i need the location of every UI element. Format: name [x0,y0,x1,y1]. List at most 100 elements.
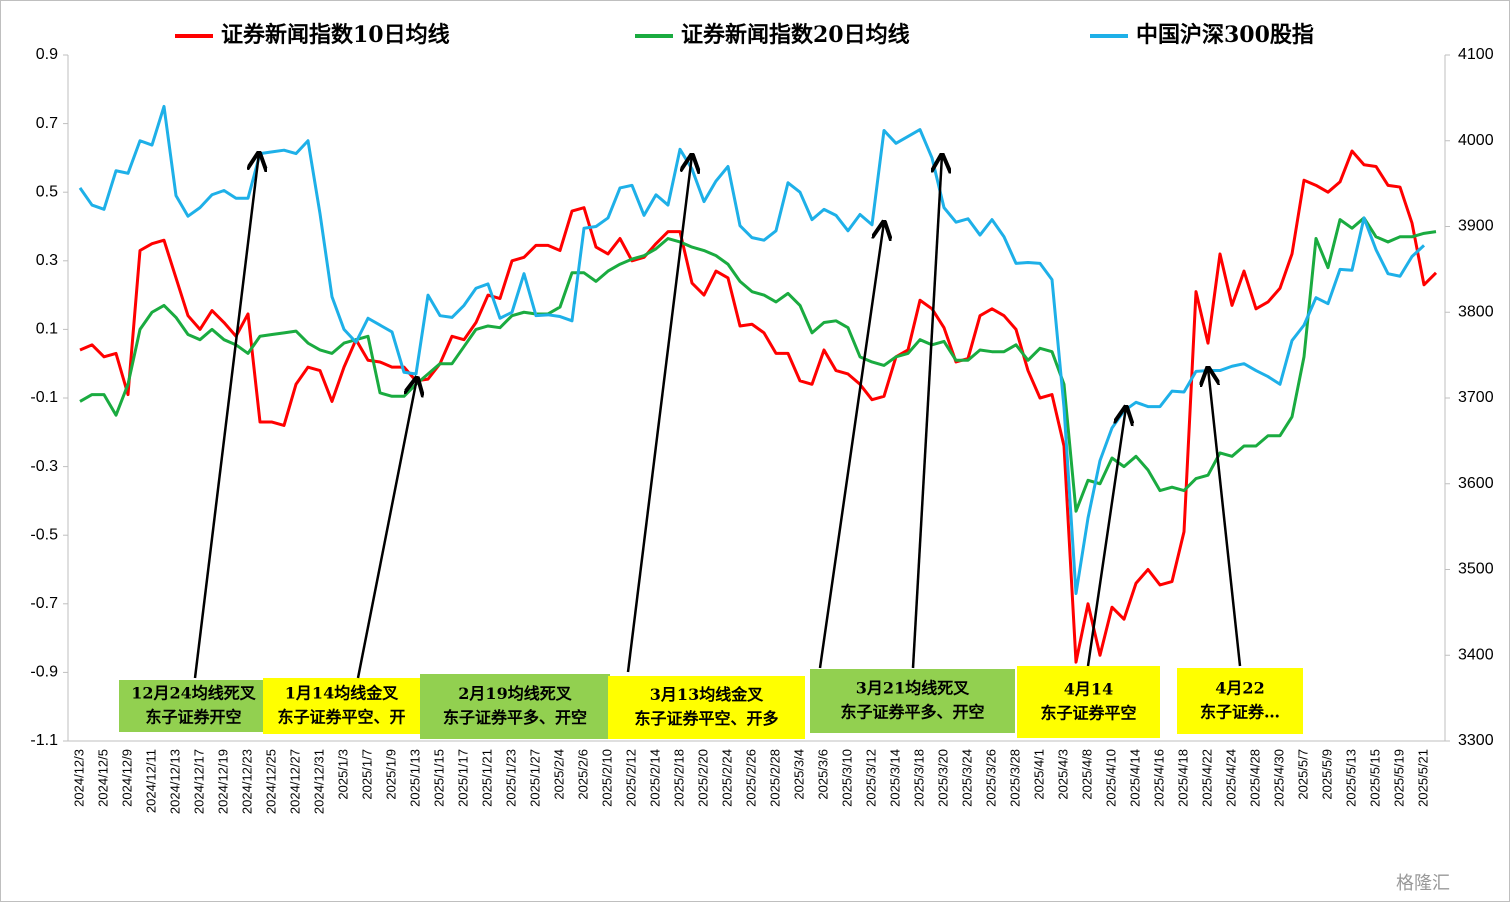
annotation: 4月22 东子证券… [1177,668,1303,734]
x-tick-label: 2025/3/20 [935,749,950,807]
annotation: 4月14 东子证券平空 [1017,666,1160,738]
legend-label: 中国沪深300股指 [1136,22,1314,48]
x-tick-label: 2025/4/1 [1031,749,1046,800]
x-tick-label: 2025/5/21 [1415,749,1430,807]
x-tick-label: 2024/12/3 [71,749,86,807]
annotation-text: 东子证券平多、开空 [443,708,587,727]
y-tick-label: -0.9 [30,664,58,681]
x-tick-label: 2024/12/13 [167,749,182,814]
y-tick-label: -0.3 [30,458,58,475]
y2-tick-label: 3400 [1458,646,1494,663]
annotation-text: 4月14 [1064,680,1113,699]
x-tick-label: 2024/12/11 [143,749,158,813]
x-tick-label: 2025/5/15 [1367,749,1382,807]
x-tick-label: 2025/3/18 [911,749,926,807]
legend-label: 证券新闻指数20日均线 [681,22,910,48]
line-series [79,216,1437,513]
x-tick-label: 2025/3/10 [839,749,854,807]
x-tick-label: 2025/1/23 [503,749,518,807]
x-tick-label: 2025/4/24 [1223,749,1238,807]
line-series [79,149,1438,664]
annotation-text: 2月19均线死叉 [458,684,572,703]
x-tick-label: 2025/1/3 [335,749,350,800]
x-tick-label: 2025/4/30 [1271,749,1286,807]
y-tick-label: 0.9 [36,46,58,63]
x-tick-label: 2025/2/10 [599,749,614,807]
annotation-text: 4月22 [1215,679,1264,698]
annotation-text: 12月24均线死叉 [131,684,257,703]
annotation-arrow [193,153,259,679]
x-tick-label: 2024/12/27 [287,749,302,814]
annotation-text: 东子证券平多、开空 [840,703,984,722]
annotation-box [1177,668,1303,734]
x-tick-label: 2025/4/28 [1247,749,1262,807]
x-tick-label: 2025/1/15 [431,749,446,807]
x-tick-label: 2024/12/19 [215,749,230,814]
y2-tick-label: 3800 [1458,303,1494,320]
x-tick-label: 2025/4/3 [1055,749,1070,800]
x-tick-label: 2025/3/6 [815,749,830,800]
x-tick-label: 2025/1/27 [527,749,542,807]
x-tick-label: 2025/4/16 [1151,749,1166,807]
x-tick-label: 2025/3/14 [887,749,902,807]
y-tick-label: -0.5 [30,526,58,543]
x-tick-label: 2025/5/7 [1295,749,1310,800]
x-tick-label: 2024/12/9 [119,749,134,807]
annotation-box [810,669,1015,733]
x-tick-label: 2025/4/22 [1199,749,1214,807]
x-tick-label: 2025/5/13 [1343,749,1358,807]
x-tick-label: 2025/2/14 [647,749,662,807]
legend-label: 证券新闻指数10日均线 [221,22,450,48]
watermark: 格隆汇 [1396,873,1450,894]
y-tick-label: 0.7 [36,115,58,132]
annotation-arrow [1086,407,1126,667]
y-tick-label: 0.1 [36,321,58,338]
x-tick-label: 2025/4/10 [1103,749,1118,807]
y-tick-label: 0.5 [36,183,58,200]
y2-tick-label: 3500 [1458,561,1494,578]
x-tick-label: 2025/2/28 [767,749,782,807]
x-tick-label: 2025/5/19 [1391,749,1406,807]
x-tick-label: 2025/2/18 [671,749,686,807]
annotation-box [1017,666,1160,738]
x-tick-label: 2025/1/13 [407,749,422,807]
annotation-box [119,680,268,732]
annotation-arrow [911,155,942,669]
x-tick-label: 2024/12/31 [311,749,326,814]
x-tick-label: 2025/2/6 [575,749,590,800]
x-tick-label: 2025/4/14 [1127,749,1142,807]
y2-tick-label: 3300 [1458,732,1494,749]
annotation-text: 1月14均线金叉 [285,684,399,703]
x-tick-label: 2025/2/26 [743,749,758,807]
y2-tick-label: 3900 [1458,218,1494,235]
annotation-text: 东子证券平空、开 [277,708,405,727]
x-tick-label: 2025/1/21 [479,749,494,807]
annotation-text: 3月21均线死叉 [856,679,970,698]
x-tick-label: 2025/3/12 [863,749,878,807]
x-tick-label: 2025/1/9 [383,749,398,800]
annotation-box [420,674,610,739]
annotation-box [263,678,420,734]
annotation-arrow [818,222,884,669]
y-tick-label: -0.7 [30,595,58,612]
x-tick-label: 2025/1/17 [455,749,470,807]
x-tick-label: 2025/5/9 [1319,749,1334,800]
y2-tick-label: 3700 [1458,389,1494,406]
x-tick-label: 2024/12/5 [95,749,110,807]
annotation-text: 东子证券… [1200,703,1280,722]
annotation-arrow [626,155,692,673]
y-tick-label: -1.1 [30,732,58,749]
x-tick-label: 2024/12/23 [239,749,254,814]
y-tick-label: -0.1 [30,389,58,406]
x-tick-label: 2025/3/24 [959,749,974,807]
x-tick-label: 2024/12/25 [263,749,278,814]
y2-tick-label: 4100 [1458,46,1494,63]
x-tick-label: 2025/2/4 [551,749,566,800]
x-tick-label: 2025/1/7 [359,749,374,800]
annotation-text: 东子证券开空 [145,708,241,727]
annotation-text: 东子证券平空、开多 [634,709,778,728]
